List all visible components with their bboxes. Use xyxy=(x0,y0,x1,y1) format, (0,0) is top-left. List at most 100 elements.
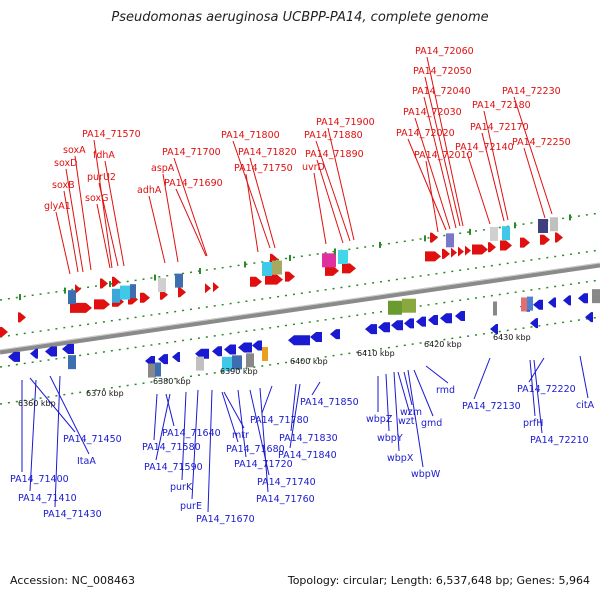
gene-features xyxy=(0,214,600,378)
reverse-gene-arrow xyxy=(145,355,155,366)
misc-feature-box xyxy=(130,284,136,299)
misc-feature-box xyxy=(490,226,498,241)
forward-gene-arrow xyxy=(140,292,150,303)
scale-tick-label: 6420 kbp xyxy=(424,340,462,349)
reverse-gene-label: PA14_72210 xyxy=(530,435,589,446)
forward-gene-arrow xyxy=(112,276,120,287)
reverse-gene-label: PA14_71830 xyxy=(279,433,338,444)
reverse-gene-label: PA14_72220 xyxy=(517,384,576,395)
forward-gene-label: PA14_72170 xyxy=(470,122,529,133)
forward-label-leader xyxy=(315,140,351,242)
forward-gene-arrow xyxy=(500,240,512,251)
reverse-gene-label: PA14_71590 xyxy=(144,462,203,473)
reverse-label-leader xyxy=(49,375,90,455)
misc-feature-box xyxy=(148,363,156,378)
reverse-gene-arrow xyxy=(8,351,20,362)
reverse-gene-arrow xyxy=(404,318,414,329)
misc-feature-box xyxy=(175,273,183,288)
forward-label-leader xyxy=(55,211,71,275)
reverse-label-leader xyxy=(165,393,175,427)
forward-gene-arrow xyxy=(94,299,110,310)
reverse-label-leader xyxy=(311,381,321,396)
misc-feature-box xyxy=(592,289,600,304)
reverse-gene-label: PA14_71410 xyxy=(18,493,77,504)
misc-feature-box xyxy=(158,278,166,293)
forward-gene-label: purU2 xyxy=(87,172,116,183)
scale-tick-label: 6370 kbp xyxy=(86,389,124,398)
reverse-gene-arrow xyxy=(238,342,252,353)
reverse-gene-arrow xyxy=(416,316,426,327)
reverse-gene-label: PA14_71840 xyxy=(278,450,337,461)
forward-gene-label: PA14_72010 xyxy=(414,150,473,161)
forward-label-leader xyxy=(407,138,447,231)
forward-gene-label: PA14_72030 xyxy=(403,107,462,118)
reverse-gene-arrow xyxy=(172,352,180,363)
forward-gene-label: uvrD xyxy=(302,162,325,173)
misc-feature-box xyxy=(493,301,497,316)
reverse-gene-label: PA14_71430 xyxy=(43,509,102,520)
reverse-gene-label: PA14_71740 xyxy=(257,477,316,488)
reverse-gene-label: wbpW xyxy=(411,469,441,480)
misc-feature-box xyxy=(388,300,402,315)
misc-feature-box xyxy=(68,290,76,305)
forward-gene-arrow xyxy=(205,283,211,294)
misc-feature-box xyxy=(112,288,120,303)
reverse-label-leader xyxy=(397,371,411,415)
reverse-label-leader xyxy=(29,379,37,492)
forward-gene-label: PA14_72230 xyxy=(502,86,561,97)
reverse-gene-arrow xyxy=(391,320,403,331)
forward-gene-label: PA14_71700 xyxy=(162,147,221,158)
forward-gene-arrow xyxy=(465,245,471,256)
forward-gene-label: PA14_72140 xyxy=(455,142,514,153)
reverse-label-leader xyxy=(403,371,413,406)
forward-gene-label: soxD xyxy=(54,158,77,169)
reverse-gene-arrow xyxy=(428,314,438,325)
forward-gene-arrow xyxy=(488,242,496,253)
misc-feature-box xyxy=(322,253,336,268)
reverse-gene-arrow xyxy=(578,293,588,304)
reverse-gene-label: purK xyxy=(170,482,193,493)
forward-gene-label: soxB xyxy=(52,180,75,191)
forward-gene-label: PA14_72040 xyxy=(412,86,471,97)
forward-gene-arrow xyxy=(18,312,26,323)
forward-label-leader xyxy=(414,117,451,230)
forward-label-leader xyxy=(104,160,125,267)
reverse-gene-label: purE xyxy=(180,501,202,512)
forward-gene-label: PA14_72180 xyxy=(472,100,531,111)
reverse-label-leader xyxy=(473,357,491,400)
reverse-gene-label: mtr xyxy=(232,430,249,441)
reverse-gene-label: PA14_71400 xyxy=(10,474,69,485)
accession-text: Accession: NC_008463 xyxy=(10,574,136,587)
reverse-gene-arrow xyxy=(365,324,377,335)
reverse-label-leader xyxy=(289,383,301,449)
misc-feature-box xyxy=(550,217,558,232)
forward-gene-label: aspA xyxy=(151,163,175,174)
misc-feature-box xyxy=(527,296,533,311)
forward-gene-arrow xyxy=(178,287,186,298)
reverse-gene-arrow xyxy=(533,299,543,310)
reverse-label-leader xyxy=(29,377,76,433)
forward-gene-label: PA14_72060 xyxy=(415,46,474,57)
genome-title: Pseudomonas aeruginosa UCBPP-PA14, compl… xyxy=(111,10,489,25)
forward-label-leader xyxy=(74,155,92,271)
misc-feature-box xyxy=(262,262,272,277)
reverse-gene-label: wbpZ xyxy=(366,414,393,425)
forward-gene-arrow xyxy=(430,232,438,243)
forward-label-leader xyxy=(96,203,111,269)
reverse-label-leader xyxy=(221,391,239,443)
reverse-label-leader xyxy=(259,387,269,493)
forward-gene-label: PA14_71570 xyxy=(82,129,141,140)
reverse-label-leader xyxy=(155,393,171,461)
reverse-gene-arrow xyxy=(455,311,465,322)
forward-label-leader xyxy=(423,96,457,229)
forward-label-leader xyxy=(232,140,271,249)
reverse-label-leader xyxy=(261,385,273,414)
forward-gene-arrow xyxy=(265,274,283,285)
reverse-gene-label: wbpX xyxy=(387,453,414,464)
misc-feature-box xyxy=(538,218,548,233)
reverse-label-leader xyxy=(385,373,390,432)
scale-tick-label: 6410 kbp xyxy=(357,349,395,358)
forward-label-leader xyxy=(327,127,355,241)
reverse-gene-label: PA14_71640 xyxy=(162,428,221,439)
scale-tick-label: 6430 kbp xyxy=(493,333,531,342)
